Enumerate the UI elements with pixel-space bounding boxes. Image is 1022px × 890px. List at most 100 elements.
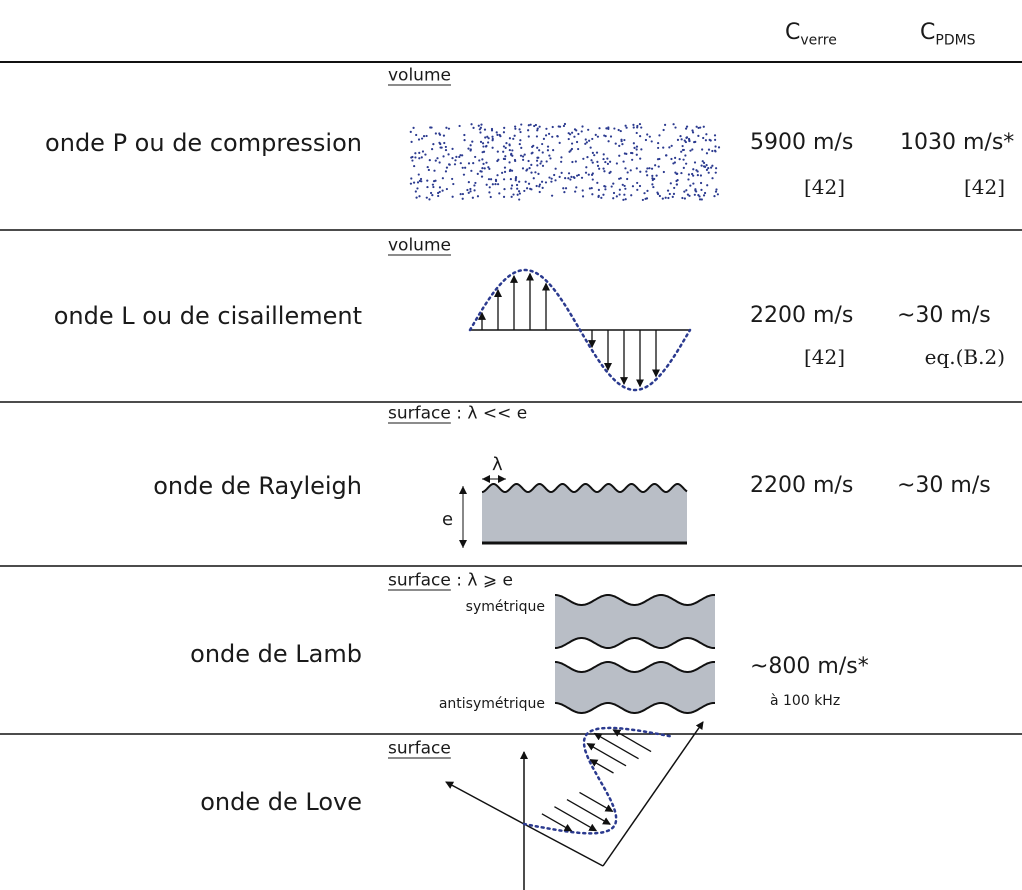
thickness: e <box>442 509 454 530</box>
row-name: onde P ou de compression <box>45 129 362 157</box>
particle <box>587 173 590 176</box>
particle <box>672 192 676 196</box>
particle <box>635 131 638 135</box>
particle <box>551 125 554 129</box>
particle <box>522 158 525 161</box>
particle <box>580 176 584 179</box>
particle <box>533 124 536 128</box>
particle <box>603 134 606 137</box>
particle <box>711 177 714 180</box>
particle <box>655 174 658 177</box>
particle <box>508 169 512 173</box>
particle <box>520 146 523 149</box>
particle <box>564 177 567 180</box>
particle <box>582 157 585 160</box>
particle <box>560 156 563 159</box>
particle <box>591 172 594 175</box>
particle <box>590 159 593 162</box>
particle <box>463 133 466 137</box>
surface <box>555 661 715 673</box>
particle <box>572 176 575 179</box>
particle <box>426 185 429 189</box>
shapes <box>409 122 721 890</box>
particle <box>479 140 483 143</box>
particle <box>696 170 699 173</box>
particle <box>467 181 470 184</box>
particle <box>656 191 659 194</box>
particle <box>529 187 532 190</box>
particle <box>705 152 709 155</box>
particle <box>433 169 436 172</box>
particle <box>577 132 580 136</box>
axis <box>602 721 704 867</box>
particle <box>629 169 632 172</box>
particle <box>671 195 674 198</box>
particle <box>587 128 590 131</box>
particle <box>602 153 605 156</box>
particle <box>651 177 654 180</box>
particle <box>602 167 605 170</box>
particle <box>428 198 431 201</box>
particle <box>662 128 665 132</box>
particle <box>538 185 541 188</box>
particle <box>695 125 698 128</box>
particle <box>523 153 526 156</box>
particle <box>420 156 423 159</box>
pdms-ref: [42] <box>963 175 1005 199</box>
particle <box>448 163 451 166</box>
particle <box>575 186 578 189</box>
particle <box>481 142 485 145</box>
particle <box>623 184 626 188</box>
particle <box>519 154 523 157</box>
particle <box>518 192 522 195</box>
particle <box>473 189 476 192</box>
row-name: onde L ou de cisaillement <box>53 302 362 330</box>
verre: 2200 m/s <box>750 473 854 498</box>
particle <box>515 183 519 187</box>
particle <box>521 155 525 158</box>
particle <box>487 178 491 181</box>
particle <box>478 128 481 131</box>
particle <box>702 194 706 197</box>
particle <box>550 177 553 180</box>
particle <box>705 164 708 167</box>
particle <box>476 172 479 175</box>
particle <box>612 191 616 195</box>
particle <box>480 123 483 126</box>
particle <box>432 185 435 189</box>
particle <box>514 127 517 130</box>
particle <box>687 178 690 181</box>
particle <box>491 137 494 141</box>
particle <box>481 167 484 170</box>
particle <box>529 123 532 126</box>
particle <box>658 194 661 198</box>
particle <box>662 170 665 174</box>
particle <box>516 187 519 190</box>
particle <box>591 178 594 181</box>
particle <box>538 183 542 186</box>
plate <box>555 595 715 648</box>
particle <box>651 174 654 177</box>
particle <box>451 147 454 151</box>
particle <box>469 187 472 191</box>
particle <box>691 129 694 132</box>
particle <box>418 179 422 182</box>
particle <box>546 149 550 152</box>
particle <box>502 145 506 148</box>
particle <box>632 142 635 145</box>
particle <box>479 131 482 134</box>
particle <box>702 165 706 168</box>
particle <box>675 183 679 186</box>
particle <box>472 126 475 129</box>
particle <box>444 148 448 152</box>
particle <box>416 181 420 184</box>
particle <box>679 135 682 138</box>
particle <box>472 162 475 165</box>
particle <box>503 126 506 129</box>
particle <box>716 193 719 196</box>
particle <box>514 179 517 182</box>
particle <box>574 160 577 163</box>
particle <box>692 182 695 185</box>
particle <box>623 138 626 142</box>
